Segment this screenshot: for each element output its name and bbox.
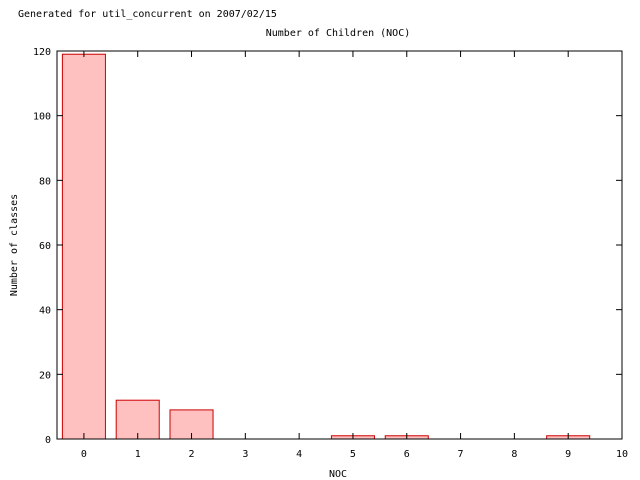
- generated-note: Generated for util_concurrent on 2007/02…: [18, 9, 277, 20]
- x-tick-label: 8: [511, 449, 517, 460]
- x-tick-label: 10: [616, 449, 628, 460]
- x-axis: 0 1 2 3 4 5 6 7 8 9 10: [81, 51, 628, 460]
- x-tick-label: 0: [81, 449, 87, 460]
- x-axis-label: NOC: [329, 469, 347, 480]
- plot-frame: [56, 50, 623, 440]
- chart-title: Number of Children (NOC): [266, 28, 411, 39]
- x-tick-label: 4: [296, 449, 302, 460]
- bars-layer: [61, 53, 591, 440]
- bar-noc-1: [115, 399, 160, 440]
- y-axis-label: Number of classes: [9, 194, 20, 296]
- y-tick-label: 20: [39, 370, 51, 381]
- y-tick-label: 60: [39, 241, 51, 252]
- x-tick-label: 1: [135, 449, 141, 460]
- y-tick-label: 0: [45, 435, 51, 446]
- x-tick-label: 5: [350, 449, 356, 460]
- x-tick-label: 2: [189, 449, 195, 460]
- y-tick-label: 40: [39, 306, 51, 317]
- x-tick-label: 6: [404, 449, 410, 460]
- x-tick-label: 3: [242, 449, 248, 460]
- y-axis: 0 20 40 60 80 100 120: [33, 47, 622, 446]
- x-tick-label: 7: [458, 449, 464, 460]
- y-tick-label: 120: [33, 47, 51, 58]
- bar-noc-0: [61, 53, 106, 440]
- y-tick-label: 80: [39, 176, 51, 187]
- y-tick-label: 100: [33, 112, 51, 123]
- x-tick-label: 9: [565, 449, 571, 460]
